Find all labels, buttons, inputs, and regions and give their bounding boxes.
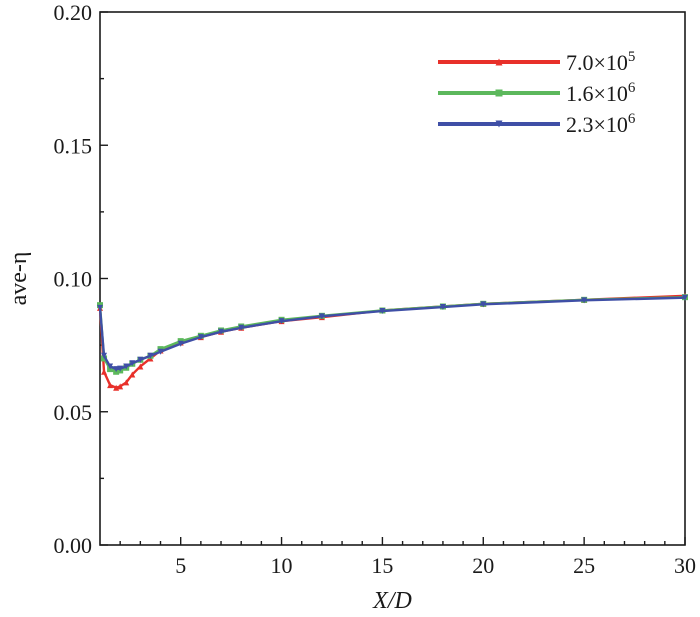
data-point bbox=[197, 334, 204, 341]
axes: 5 10 15 20 25 30 0.00 0.05 0.10 0.15 0.20 X/D ave-η bbox=[6, 0, 696, 614]
series-line bbox=[98, 295, 686, 373]
data-point bbox=[137, 356, 144, 363]
data-point bbox=[218, 328, 225, 335]
y-tick-label: 0.10 bbox=[54, 267, 93, 292]
y-axis-label: ave-η bbox=[6, 252, 32, 306]
x-tick-label: 15 bbox=[371, 553, 393, 578]
legend: 7.0×105 1.6×106 2.3×106 bbox=[438, 49, 636, 137]
data-point bbox=[238, 324, 245, 331]
x-tick-label: 25 bbox=[573, 553, 595, 578]
series-line bbox=[98, 296, 686, 371]
y-tick-label: 0.00 bbox=[54, 533, 93, 558]
data-point bbox=[101, 352, 108, 359]
data-point bbox=[117, 383, 124, 390]
data-point bbox=[682, 294, 688, 301]
data-point bbox=[439, 304, 446, 311]
data-point bbox=[495, 89, 503, 97]
series-2 bbox=[97, 294, 688, 375]
data-point bbox=[495, 120, 503, 128]
legend-label: 1.6×106 bbox=[566, 80, 636, 106]
data-point bbox=[129, 371, 136, 378]
data-point bbox=[101, 368, 108, 375]
data-point bbox=[147, 352, 154, 359]
data-point bbox=[177, 340, 184, 347]
series-3 bbox=[97, 294, 688, 373]
y-tick-label: 0.15 bbox=[54, 133, 93, 158]
data-point bbox=[495, 58, 503, 66]
y-tick-label: 0.05 bbox=[54, 400, 93, 425]
data-point bbox=[157, 348, 164, 355]
y-tick-label: 0.20 bbox=[54, 0, 93, 25]
x-tick-label: 10 bbox=[271, 553, 293, 578]
series-layer bbox=[97, 292, 688, 391]
x-tick-label: 5 bbox=[175, 553, 186, 578]
data-point bbox=[379, 308, 386, 315]
data-point bbox=[113, 366, 120, 373]
legend-label: 2.3×106 bbox=[566, 111, 636, 137]
data-point bbox=[278, 318, 285, 325]
x-tick-label: 20 bbox=[472, 553, 494, 578]
x-tick-label: 30 bbox=[674, 553, 696, 578]
data-point bbox=[123, 363, 130, 370]
x-axis-label: X/D bbox=[372, 588, 412, 614]
data-point bbox=[137, 363, 144, 370]
data-point bbox=[107, 363, 114, 370]
data-point bbox=[107, 382, 114, 389]
data-point bbox=[129, 360, 136, 367]
data-point bbox=[480, 301, 487, 308]
data-point bbox=[123, 379, 130, 386]
data-point bbox=[581, 297, 588, 304]
legend-label: 7.0×105 bbox=[566, 49, 635, 75]
data-point bbox=[117, 365, 124, 372]
data-point bbox=[318, 313, 325, 320]
data-point bbox=[97, 304, 103, 311]
